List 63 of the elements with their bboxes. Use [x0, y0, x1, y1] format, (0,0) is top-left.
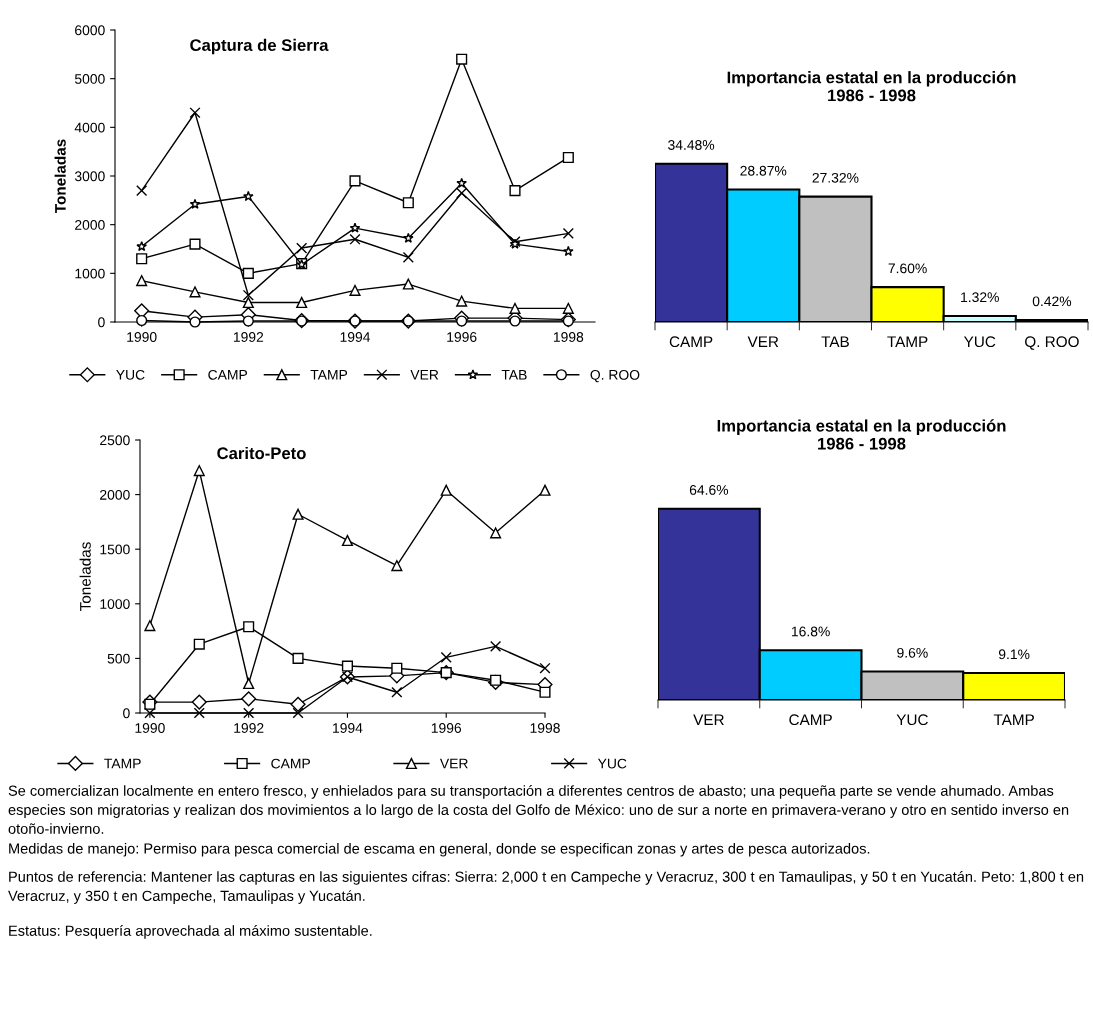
text: Estatus: Pesquería aprovechada al máximo sustentable. — [9, 925, 372, 939]
x-tick-label: 1990 — [135, 723, 165, 733]
x-tick-label: 1994 — [333, 723, 363, 733]
legend-label: CAMP — [208, 369, 248, 380]
x-tick-label: CAMP — [789, 714, 832, 726]
text: Puntos de referencia: Mantener las capturas en las siguientes cifras: Sierra: 2,000 t en Campeche y Veracruz, 300 t en Tamaulipas, y 50 t en Yucatán. Peto: 1,800 t en Veracruz, y 350 t en Campeche, Tamaulipas y Yucatán. — [8, 871, 1084, 904]
y-tick-label: 2000 — [100, 489, 130, 500]
x-tick-label: TAB — [821, 336, 849, 347]
data-label: 1.32% — [961, 292, 999, 303]
x-tick-label: 1990 — [127, 332, 157, 342]
x-tick-label: Q. ROO — [1025, 336, 1079, 350]
x-tick-label: YUC — [963, 336, 996, 348]
y-tick-label: 6000 — [75, 25, 105, 36]
y-tick-label: 0 — [123, 708, 130, 719]
y-tick-label: 5000 — [74, 74, 105, 84]
chart-title: Carito-Peto — [217, 446, 306, 460]
y-tick-label: 2500 — [100, 435, 130, 446]
chart-title: Importancia estatal en la producción 1986 - 1998 — [717, 419, 1006, 450]
y-axis-title: Toneladas — [54, 139, 66, 214]
data-label: 64.6% — [689, 485, 729, 495]
x-tick-label: 1994 — [340, 332, 371, 342]
data-label: 34.48% — [668, 140, 715, 150]
text: Medidas de manejo: Permiso para pesca comercial de escama en general, donde se especifican zonas y artes de pesca autorizados. — [9, 843, 870, 857]
y-tick-label: 1500 — [100, 544, 130, 555]
x-tick-label: 1998 — [553, 332, 584, 342]
data-label: 9.1% — [998, 649, 1030, 660]
text: Se comercializan localmente en entero fresco, y enhielados para su transportación a diferentes centros de abasto; una pequeña parte se vende ahumado. Ambas especies son migratorias y realizan dos movimientos a lo largo de la costa del Golfo de México: uno de sur a norte en primavera-verano y otro en sentido inverso en otoño-invierno. — [8, 785, 1069, 834]
x-tick-label: 1998 — [530, 723, 560, 733]
data-label: 28.87% — [740, 165, 787, 176]
legend-label: CAMP — [271, 758, 310, 769]
data-label: 0.42% — [1032, 296, 1072, 307]
legend-label: TAMP — [104, 758, 141, 769]
x-tick-label: VER — [747, 336, 779, 347]
x-tick-label: TAMP — [993, 714, 1034, 725]
legend-label: VER — [410, 370, 439, 380]
x-tick-label: 1996 — [431, 723, 462, 733]
x-tick-label: VER — [693, 714, 724, 725]
y-tick-label: 3000 — [74, 171, 105, 182]
x-tick-label: 1996 — [447, 332, 477, 342]
x-tick-label: TAMP — [887, 336, 928, 347]
x-tick-label: 1992 — [233, 332, 264, 342]
y-tick-label: 1000 — [75, 268, 105, 279]
x-tick-label: CAMP — [669, 336, 713, 348]
y-axis-title: Toneladas — [79, 542, 91, 611]
legend-label: TAMP — [310, 370, 348, 380]
y-tick-label: 0 — [98, 317, 105, 328]
y-tick-label: 2000 — [75, 220, 105, 230]
data-label: 9.6% — [897, 647, 928, 658]
legend-label: VER — [439, 758, 468, 769]
legend-label: YUC — [597, 758, 627, 769]
legend-label: Q. ROO — [590, 369, 640, 383]
x-tick-label: 1992 — [234, 723, 264, 733]
data-label: 27.32% — [812, 172, 859, 183]
y-tick-label: 1000 — [100, 599, 130, 609]
y-tick-label: 4000 — [74, 122, 105, 133]
y-tick-label: 500 — [107, 653, 130, 664]
legend-label: YUC — [116, 369, 145, 380]
x-tick-label: YUC — [896, 714, 928, 726]
chart-title: Captura de Sierra — [190, 38, 329, 55]
chart-title: Importancia estatal en la producción 1986 - 1998 — [727, 70, 1016, 102]
data-label: 16.8% — [791, 626, 830, 637]
data-label: 7.60% — [888, 263, 927, 274]
legend-label: TAB — [501, 370, 527, 380]
